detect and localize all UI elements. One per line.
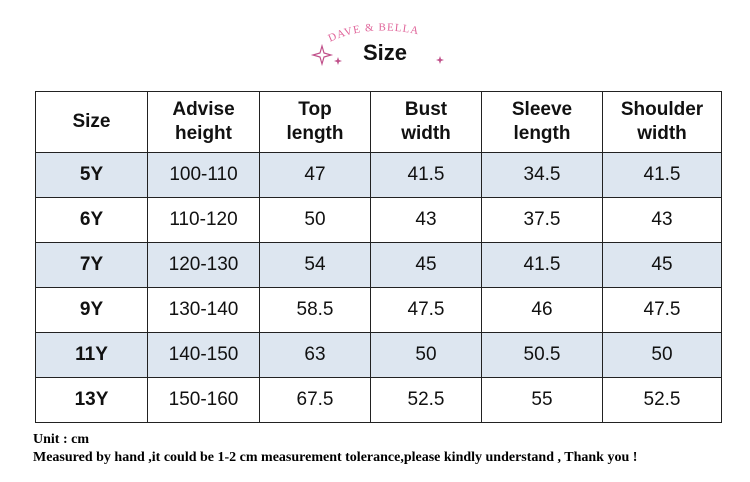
table-cell: 41.5 xyxy=(602,152,722,198)
sparkle xyxy=(310,43,334,67)
table-cell: 63 xyxy=(259,332,371,378)
table-cell: 110-120 xyxy=(147,197,260,243)
table-cell: 52.5 xyxy=(602,377,722,423)
tolerance-note: Measured by hand ,it could be 1-2 cm mea… xyxy=(33,450,638,465)
table-row: 5Y 100-110 47 41.5 34.5 41.5 xyxy=(35,152,722,198)
table-cell: 130-140 xyxy=(147,287,260,333)
table-cell: 43 xyxy=(370,197,482,243)
table-row: 9Y 130-140 58.5 47.5 46 47.5 xyxy=(35,287,722,333)
column-header: Shoulder width xyxy=(602,91,722,153)
table-row: 7Y 120-130 54 45 41.5 45 xyxy=(35,242,722,288)
table-body: 5Y 100-110 47 41.5 34.5 41.5 6Y 110-120 50 43 37.5… xyxy=(35,152,722,423)
table-cell: 46 xyxy=(481,287,603,333)
table-row: 11Y 140-150 63 50 50.5 50 xyxy=(35,332,722,378)
column-header: Top length xyxy=(259,91,371,153)
column-header: Size xyxy=(35,91,148,153)
table-cell: 50.5 xyxy=(481,332,603,378)
size-cell: 5Y xyxy=(35,152,148,198)
size-table: Size Advise height Top length Bust width Sle… xyxy=(35,91,722,423)
table-cell: 140-150 xyxy=(147,332,260,378)
title: Size xyxy=(362,40,408,65)
table-cell: 47 xyxy=(259,152,371,198)
table-cell: 50 xyxy=(370,332,482,378)
size-cell: 6Y xyxy=(35,197,148,243)
size-cell: 9Y xyxy=(35,287,148,333)
header-graphic: DAVE & BELLA xyxy=(310,21,444,67)
table-cell: 52.5 xyxy=(370,377,482,423)
table-cell: 34.5 xyxy=(481,152,603,198)
table-cell: 37.5 xyxy=(481,197,603,243)
unit-note: Unit : cm xyxy=(33,432,89,447)
table-cell: 47.5 xyxy=(602,287,722,333)
table-cell: 55 xyxy=(481,377,603,423)
column-header: Advise height xyxy=(147,91,260,153)
table-cell: 58.5 xyxy=(259,287,371,333)
sparkle xyxy=(334,57,342,65)
table-cell: 50 xyxy=(259,197,371,243)
table-cell: 100-110 xyxy=(147,152,260,198)
column-header-text: Bust width xyxy=(401,99,451,144)
column-header-text: Top length xyxy=(286,99,344,144)
column-header-text: Shoulder width xyxy=(620,99,704,144)
table-row: 6Y 110-120 50 43 37.5 43 xyxy=(35,197,722,243)
column-header: Bust width xyxy=(370,91,482,153)
table-cell: 41.5 xyxy=(481,242,603,288)
sparkle xyxy=(436,56,444,64)
table-cell: 54 xyxy=(259,242,371,288)
table-cell: 45 xyxy=(370,242,482,288)
header-row: Size Advise height Top length Bust width Sle… xyxy=(35,91,722,153)
size-cell: 11Y xyxy=(35,332,148,378)
size-cell: 13Y xyxy=(35,377,148,423)
table-cell: 45 xyxy=(602,242,722,288)
table-cell: 120-130 xyxy=(147,242,260,288)
size-cell: 7Y xyxy=(35,242,148,288)
column-header-text: Size xyxy=(72,111,111,132)
table-cell: 150-160 xyxy=(147,377,260,423)
table-cell: 47.5 xyxy=(370,287,482,333)
table-row: 13Y 150-160 67.5 52.5 55 52.5 xyxy=(35,377,722,423)
table-cell: 43 xyxy=(602,197,722,243)
column-header-text: Sleeve length xyxy=(511,99,573,144)
column-header-text: Advise height xyxy=(172,99,235,144)
table-cell: 50 xyxy=(602,332,722,378)
table-cell: 67.5 xyxy=(259,377,371,423)
column-header: Sleeve length xyxy=(481,91,603,153)
table-cell: 41.5 xyxy=(370,152,482,198)
